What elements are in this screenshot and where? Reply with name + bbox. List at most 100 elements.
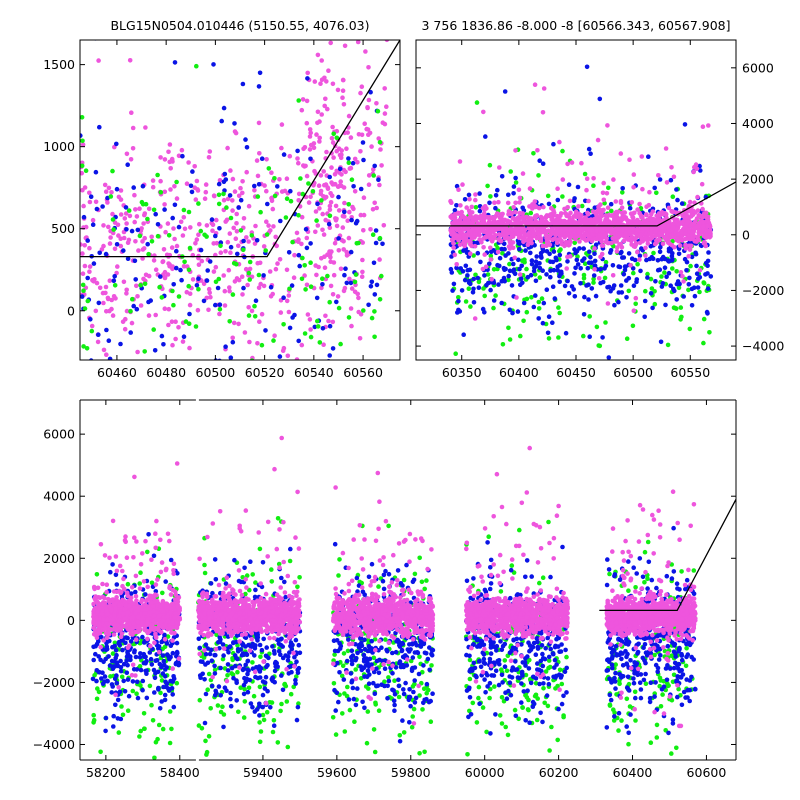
data-point	[379, 273, 384, 279]
data-point	[557, 667, 563, 673]
data-point	[487, 200, 492, 206]
data-point	[656, 173, 661, 178]
data-point	[286, 309, 292, 315]
data-point	[478, 259, 483, 265]
data-point	[475, 250, 481, 256]
data-point	[599, 243, 605, 248]
data-point	[619, 718, 624, 723]
data-point	[284, 267, 290, 273]
data-point	[344, 146, 349, 151]
data-point	[654, 238, 659, 243]
data-point	[462, 235, 467, 241]
data-point	[647, 189, 652, 195]
data-point	[113, 388, 118, 393]
data-point	[257, 713, 262, 718]
data-point	[157, 706, 163, 711]
data-point	[646, 154, 651, 159]
data-point	[705, 286, 711, 291]
data-point	[271, 338, 276, 343]
data-point	[128, 157, 134, 162]
data-point	[287, 153, 293, 159]
data-point	[537, 580, 542, 586]
data-point	[284, 699, 290, 704]
data-point	[160, 653, 166, 658]
data-point	[467, 657, 473, 663]
data-point	[95, 339, 101, 345]
data-point	[341, 247, 347, 252]
data-point	[664, 180, 670, 185]
data-point	[525, 242, 531, 248]
data-point	[195, 188, 201, 193]
data-point	[582, 256, 587, 261]
data-point	[454, 183, 460, 189]
data-point	[110, 666, 116, 672]
data-point	[372, 309, 377, 314]
data-point	[132, 219, 137, 225]
data-point	[228, 168, 233, 173]
data-point	[113, 572, 119, 578]
data-point	[281, 322, 286, 327]
data-point	[124, 287, 129, 293]
data-point	[283, 215, 289, 220]
data-point	[412, 681, 417, 687]
data-point	[539, 255, 544, 260]
data-point	[279, 673, 284, 678]
data-point	[668, 283, 673, 289]
data-point	[152, 690, 157, 695]
data-point	[241, 691, 247, 697]
data-point	[646, 221, 652, 227]
data-point	[206, 155, 212, 160]
data-point	[182, 259, 187, 265]
data-point	[174, 179, 179, 185]
data-point	[261, 244, 267, 249]
data-point	[106, 338, 112, 344]
data-point	[172, 60, 178, 65]
data-point	[537, 275, 543, 280]
data-point	[264, 709, 270, 715]
data-point	[102, 674, 108, 679]
data-point	[304, 120, 310, 126]
data-point	[239, 274, 245, 280]
data-point	[524, 309, 530, 315]
data-point	[500, 211, 505, 217]
y-tick-label: 2000	[742, 172, 774, 187]
data-point	[189, 189, 195, 195]
data-point	[617, 232, 622, 237]
data-point	[471, 276, 477, 282]
data-point	[559, 681, 565, 687]
data-point	[623, 264, 628, 270]
data-point	[102, 182, 108, 188]
data-point	[448, 214, 454, 220]
data-point	[689, 254, 695, 260]
data-point	[295, 156, 300, 161]
data-point	[174, 680, 180, 686]
data-point	[238, 185, 243, 191]
data-point	[498, 589, 504, 594]
data-point	[355, 380, 360, 385]
data-point	[133, 589, 138, 595]
data-point	[319, 198, 324, 203]
data-point	[621, 272, 627, 277]
data-point	[254, 238, 260, 243]
data-point	[242, 699, 248, 704]
data-point	[258, 209, 263, 215]
data-point	[308, 156, 313, 162]
data-point	[541, 248, 546, 254]
data-point	[469, 234, 475, 240]
data-point	[112, 274, 117, 279]
data-point	[180, 339, 186, 344]
data-point	[206, 286, 212, 292]
data-point	[128, 657, 133, 663]
data-point	[279, 122, 285, 127]
data-point	[534, 235, 540, 241]
data-point	[506, 277, 511, 283]
data-point	[538, 226, 544, 232]
data-point	[87, 264, 93, 269]
data-point	[607, 702, 613, 707]
data-point	[101, 347, 107, 353]
data-point	[327, 213, 333, 219]
data-point	[450, 288, 455, 293]
data-point	[236, 321, 241, 327]
data-point	[341, 102, 347, 107]
data-point	[551, 267, 557, 273]
